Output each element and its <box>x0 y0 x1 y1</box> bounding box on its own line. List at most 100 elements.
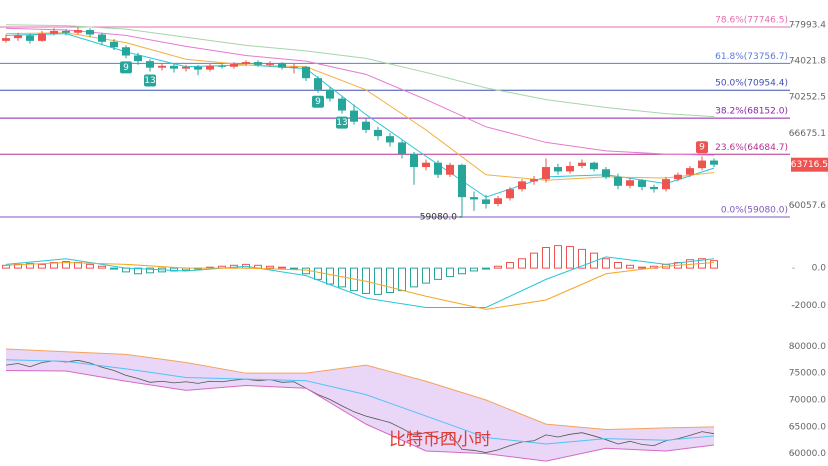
macd-bar <box>506 262 514 269</box>
candle-body <box>26 35 34 41</box>
candle-body <box>638 180 646 187</box>
last-price-tag <box>791 157 828 172</box>
candle-body <box>278 63 286 68</box>
candle-body <box>542 167 550 180</box>
macd-bar <box>566 246 574 269</box>
macd-bar <box>422 267 430 284</box>
macd-bar <box>518 258 526 269</box>
td-badge <box>120 61 132 74</box>
candle-body <box>38 33 46 41</box>
td-badge <box>336 116 348 129</box>
candle-body <box>710 160 718 165</box>
macd-bar <box>638 266 646 269</box>
macd-bar <box>314 267 322 280</box>
candle-body <box>266 63 274 65</box>
candle-body <box>242 62 250 64</box>
candle-body <box>458 164 466 198</box>
candle-body <box>302 66 310 79</box>
y-tick-label: 70000.0 <box>789 396 826 406</box>
candle-body <box>506 189 514 199</box>
macd-bar <box>386 267 394 293</box>
macd-bar <box>146 267 154 274</box>
macd-bar <box>434 267 442 280</box>
y-tick-label: 0.0 <box>812 264 827 274</box>
candle-body <box>422 162 430 168</box>
td-badge <box>312 95 324 108</box>
macd-bar <box>494 265 502 269</box>
macd-bar <box>266 265 274 269</box>
macd-bar <box>590 252 598 269</box>
line <box>5 27 715 156</box>
macd-bar <box>554 245 562 269</box>
candle-body <box>566 165 574 172</box>
fib-label: 78.6%(77746.5) <box>715 15 788 25</box>
fib-label: 50.0%(70954.4) <box>715 79 788 89</box>
last-price: 63716.5 <box>791 160 828 170</box>
candle-body <box>218 65 226 67</box>
candle-body <box>62 30 70 33</box>
line <box>5 348 715 431</box>
candle-body <box>74 30 82 33</box>
macd-bar <box>410 267 418 288</box>
macd-bar <box>278 266 286 269</box>
candle-body <box>626 180 634 186</box>
macd-bar <box>446 267 454 278</box>
candle-body <box>326 89 334 99</box>
macd-bar <box>614 262 622 269</box>
y-tick-label: 66675.1 <box>789 129 826 139</box>
macd-bar <box>710 260 718 269</box>
macd-bar <box>482 267 490 270</box>
macd-bar <box>458 267 466 275</box>
fib-label: 0.0%(59080.0) <box>721 205 788 215</box>
candle-body <box>398 142 406 155</box>
macd-bar <box>110 267 118 270</box>
td-label: 13 <box>144 76 155 86</box>
y-tick-label: 80000.0 <box>789 342 826 352</box>
fib-label: 38.2%(68152.0) <box>715 107 788 117</box>
y-tick-label: 60000.0 <box>789 449 826 459</box>
fib-label: 23.6%(64684.7) <box>715 143 788 153</box>
candle-body <box>122 47 130 56</box>
candle-body <box>698 160 706 169</box>
candle-body <box>554 167 562 172</box>
candle-body <box>518 181 526 190</box>
macd-bar <box>134 267 142 275</box>
macd-bar <box>290 267 298 270</box>
candle-body <box>602 169 610 177</box>
y-tick-label: 60057.6 <box>789 201 826 211</box>
y-tick-label: 65000.0 <box>789 422 826 432</box>
y-tick-label: -2000.0 <box>791 301 826 311</box>
macd-bar <box>602 258 610 269</box>
macd-bar <box>170 267 178 272</box>
candle-body <box>446 164 454 175</box>
candle-body <box>578 162 586 166</box>
td-label: 9 <box>315 97 321 107</box>
candle-body <box>50 30 58 34</box>
macd-bar <box>86 263 94 269</box>
candle-body <box>206 65 214 70</box>
candle-body <box>530 179 538 182</box>
candle-body <box>494 198 502 204</box>
candle-body <box>98 34 106 42</box>
candle-body <box>674 174 682 180</box>
line <box>5 359 715 445</box>
candle-body <box>482 199 490 204</box>
candle-body <box>686 168 694 175</box>
macd-bar <box>26 262 34 269</box>
candle-body <box>662 179 670 190</box>
candle-body <box>182 66 190 69</box>
candle-body <box>170 65 178 69</box>
candle-body <box>650 186 658 190</box>
candle-body <box>410 154 418 168</box>
line <box>5 261 715 310</box>
candle-body <box>158 65 166 68</box>
line <box>5 370 715 462</box>
macd-bar <box>530 252 538 269</box>
candle-body <box>386 136 394 143</box>
macd-bar <box>38 263 46 269</box>
td-badge <box>144 74 156 87</box>
macd-bar <box>578 248 586 269</box>
macd-bar <box>374 267 382 295</box>
